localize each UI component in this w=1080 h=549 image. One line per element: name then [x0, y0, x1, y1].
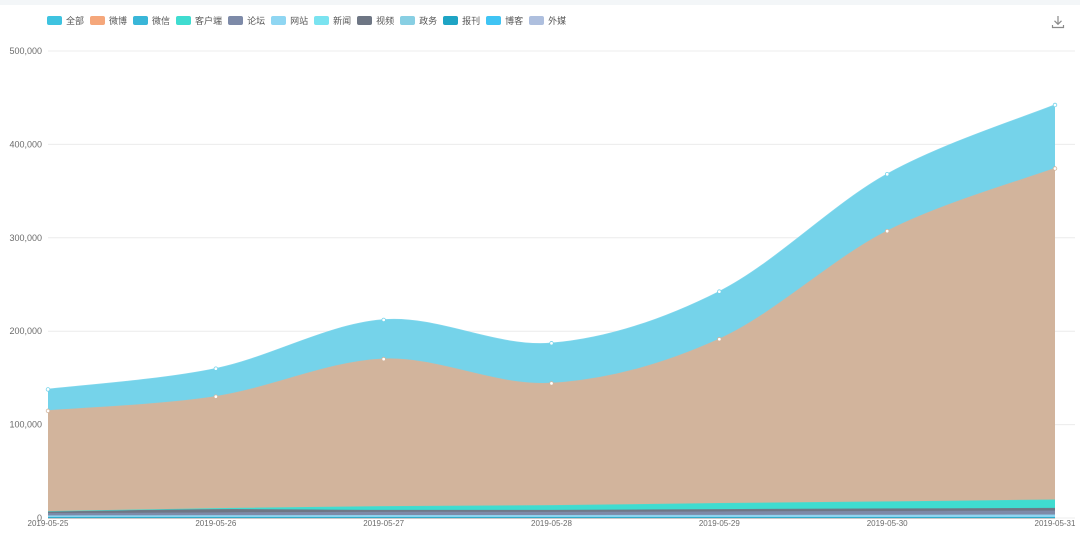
legend-item[interactable]: 全部: [47, 14, 84, 27]
download-icon[interactable]: [1050, 14, 1066, 30]
y-tick-label: 100,000: [9, 420, 42, 430]
data-point: [884, 228, 890, 234]
legend-item[interactable]: 政务: [400, 14, 437, 27]
legend-label: 全部: [66, 15, 85, 26]
series-area: [48, 168, 1055, 512]
legend-item[interactable]: 博客: [486, 14, 523, 27]
legend-label: 政务: [419, 15, 438, 26]
data-point: [1052, 166, 1058, 171]
x-tick-label: 2019-05-31: [1035, 519, 1076, 528]
x-tick-label: 2019-05-28: [531, 519, 572, 528]
data-point: [381, 356, 386, 362]
data-point: [549, 341, 554, 346]
legend-item[interactable]: 视频: [357, 14, 394, 27]
series-line: [47, 507, 1056, 513]
legend-swatch: [133, 15, 149, 25]
chart-legend: 全部 微博 微信 客户端 论坛 网站 新闻 视频 政务 报刊 博客 外媒: [47, 13, 572, 27]
data-point: [1052, 102, 1058, 108]
legend-label: 网站: [290, 15, 309, 26]
legend-label: 视频: [376, 15, 395, 26]
legend-label: 微博: [109, 15, 128, 26]
legend-label: 博客: [505, 15, 524, 26]
data-point: [717, 337, 722, 342]
x-tick-label: 2019-05-29: [699, 519, 740, 528]
legend-swatch: [47, 15, 62, 25]
legend-swatch: [314, 15, 330, 25]
legend-item[interactable]: 新闻: [314, 14, 351, 27]
x-tick-label: 2019-05-25: [28, 519, 69, 528]
y-tick-label: 0: [37, 513, 42, 523]
legend-item[interactable]: 微博: [90, 14, 127, 27]
legend-swatch: [486, 15, 502, 25]
legend-swatch: [176, 15, 192, 25]
x-tick-label: 2019-05-30: [867, 519, 908, 528]
x-tick-label: 2019-05-26: [195, 519, 236, 528]
top-strip: [0, 0, 1080, 5]
data-point: [213, 394, 219, 399]
legend-item[interactable]: 客户端: [176, 14, 222, 27]
series-area: [48, 104, 1055, 411]
x-tick-label: 2019-05-27: [363, 519, 404, 528]
legend-swatch: [443, 15, 459, 25]
legend-swatch: [400, 15, 416, 25]
legend-swatch: [529, 15, 545, 25]
data-point: [381, 317, 386, 323]
y-tick-label: 300,000: [9, 233, 42, 243]
legend-label: 报刊: [462, 15, 481, 26]
legend-swatch: [90, 15, 106, 25]
data-point: [45, 387, 51, 392]
data-point: [717, 289, 722, 294]
series-line: [47, 510, 1056, 515]
legend-item[interactable]: 外媒: [529, 14, 566, 27]
legend-label: 客户端: [195, 15, 223, 26]
data-point: [213, 366, 219, 371]
data-point: [884, 171, 890, 177]
series-line: [47, 499, 1056, 513]
legend-label: 新闻: [333, 15, 352, 26]
legend-swatch: [357, 15, 373, 25]
legend-item[interactable]: 论坛: [228, 14, 265, 27]
series-line: [47, 514, 1056, 517]
legend-item[interactable]: 报刊: [443, 14, 480, 27]
legend-label: 论坛: [247, 15, 266, 26]
y-tick-label: 200,000: [9, 326, 42, 336]
legend-swatch: [228, 15, 244, 25]
y-tick-label: 400,000: [9, 139, 42, 149]
y-tick-label: 500,000: [9, 46, 42, 56]
legend-swatch: [271, 15, 287, 25]
legend-label: 外媒: [548, 15, 567, 26]
data-point: [549, 381, 554, 386]
legend-label: 微信: [152, 15, 171, 26]
legend-item[interactable]: 微信: [133, 14, 170, 27]
data-point: [45, 408, 51, 414]
legend-item[interactable]: 网站: [271, 14, 308, 27]
